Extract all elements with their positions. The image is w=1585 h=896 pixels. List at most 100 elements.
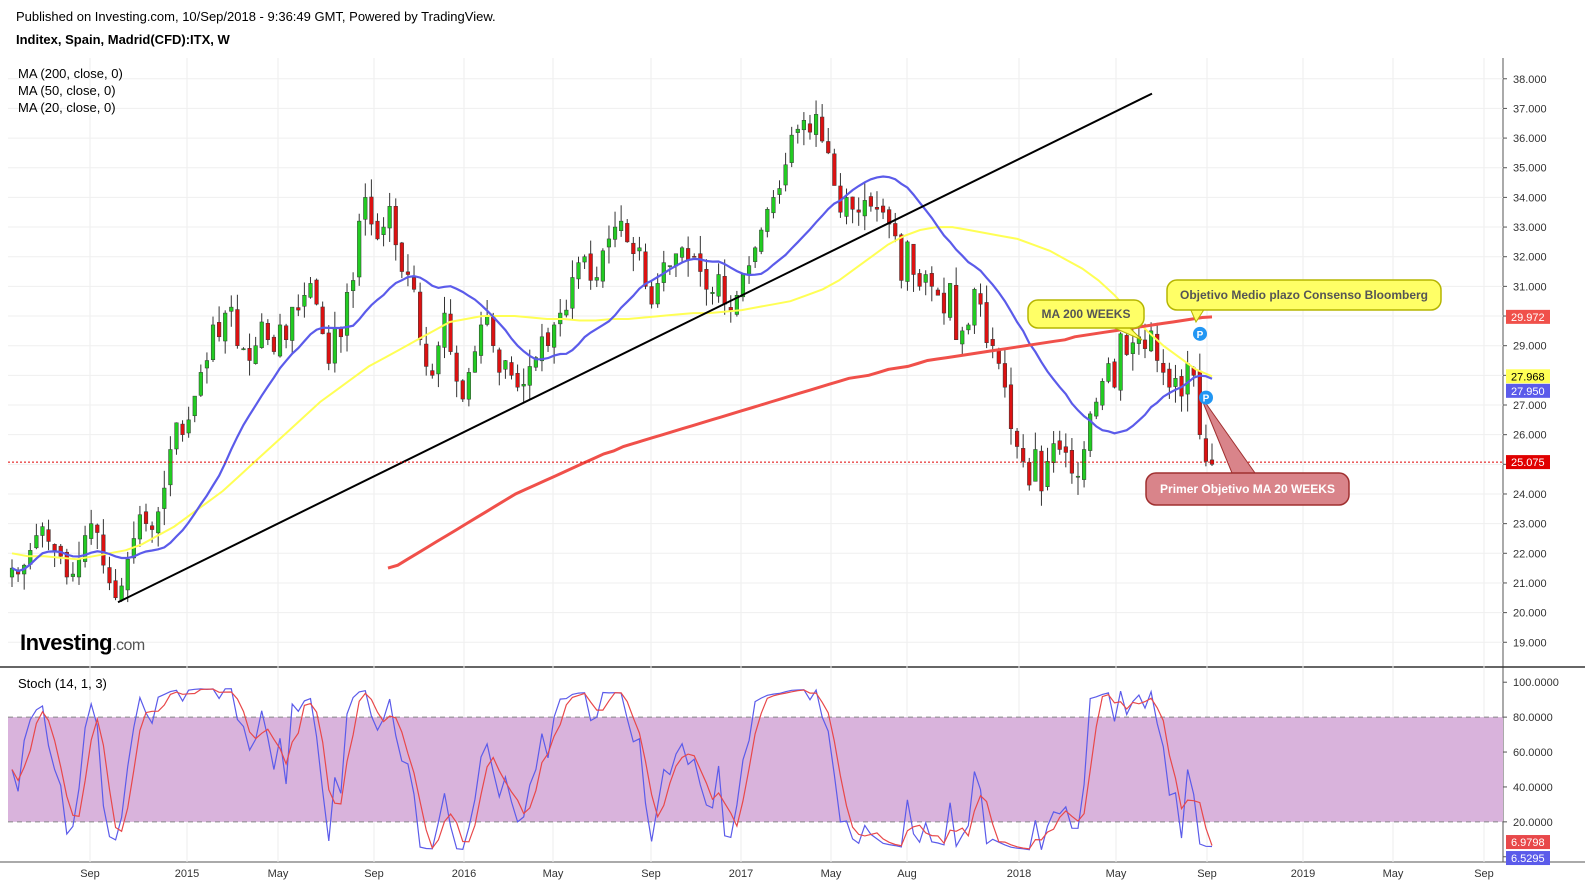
price-tick-label: 29.000 bbox=[1513, 341, 1547, 353]
legend-ma50[interactable]: MA (50, close, 0) bbox=[18, 83, 116, 98]
candle-body bbox=[472, 351, 478, 373]
target-callout-text: Primer Objetivo MA 20 WEEKS bbox=[1160, 482, 1335, 496]
candle-body bbox=[612, 226, 618, 240]
candle-body bbox=[1124, 335, 1129, 355]
badge-stoch-d-text: 6.9798 bbox=[1511, 837, 1545, 849]
candle-body bbox=[430, 370, 435, 376]
badge-stoch-k-bg bbox=[1506, 851, 1550, 866]
candle-body bbox=[960, 330, 965, 345]
candle-body bbox=[320, 306, 325, 335]
candle-body bbox=[850, 196, 855, 210]
x-tick-label: May bbox=[543, 868, 564, 880]
investing-logo: Investing.com bbox=[20, 630, 145, 656]
candle-body bbox=[296, 307, 301, 311]
candle-body bbox=[198, 372, 203, 396]
candle-body bbox=[832, 153, 837, 186]
candle-body bbox=[527, 366, 532, 386]
badge-ma200: 29.972 bbox=[1506, 309, 1550, 324]
candle-body bbox=[308, 283, 313, 298]
candle-body bbox=[369, 196, 374, 225]
candle-body bbox=[588, 253, 593, 281]
x-tick-label: May bbox=[1383, 868, 1404, 880]
x-tick-label: Aug bbox=[897, 868, 917, 880]
candle-body bbox=[1094, 401, 1099, 417]
legend-ma20[interactable]: MA (20, close, 0) bbox=[18, 100, 116, 115]
candle-body bbox=[40, 526, 45, 536]
candle-body bbox=[948, 283, 953, 318]
candle-body bbox=[156, 511, 161, 534]
p-marker-text: P bbox=[1197, 330, 1204, 341]
badge-ma20: 27.950 bbox=[1506, 383, 1550, 398]
candle-body bbox=[497, 349, 502, 373]
candle-body bbox=[801, 120, 806, 131]
candle-body bbox=[1149, 330, 1154, 352]
candle-body bbox=[247, 348, 252, 361]
candle-body bbox=[113, 580, 118, 599]
candle-body bbox=[777, 188, 782, 195]
candle-body bbox=[807, 123, 813, 133]
stoch-legend[interactable]: Stoch (14, 1, 3) bbox=[18, 676, 107, 691]
ma200-line bbox=[387, 315, 1213, 570]
candle-body bbox=[192, 395, 197, 417]
bloomberg-callout-box bbox=[1166, 279, 1442, 311]
candle-body bbox=[485, 315, 490, 325]
candle-body bbox=[34, 535, 39, 549]
stoch-tick-label: 40.0000 bbox=[1513, 782, 1553, 794]
p-marker-dot bbox=[1193, 326, 1207, 341]
symbol-title: Inditex, Spain, Madrid(CFD):ITX, W bbox=[16, 32, 230, 47]
stoch-tick-label: 20.0000 bbox=[1513, 817, 1553, 829]
candle-body bbox=[405, 271, 411, 275]
target-callout-tail bbox=[1199, 394, 1256, 474]
logo-main: Investing bbox=[20, 630, 113, 655]
candle-body bbox=[411, 277, 417, 290]
candle-body bbox=[253, 345, 258, 364]
target-callout-box bbox=[1145, 472, 1350, 506]
p-marker-text: P bbox=[1203, 394, 1210, 405]
candle-body bbox=[1203, 438, 1208, 462]
badge-stoch-k: 6.5295 bbox=[1506, 851, 1550, 866]
badge-last-bg bbox=[1506, 455, 1550, 470]
candle-body bbox=[582, 256, 587, 263]
x-tick-label: 2018 bbox=[1007, 868, 1031, 880]
candle-body bbox=[880, 205, 886, 213]
candle-body bbox=[856, 209, 861, 213]
candle-body bbox=[338, 328, 344, 338]
price-tick-label: 20.000 bbox=[1513, 608, 1547, 620]
candle-body bbox=[625, 223, 630, 243]
p-marker: P bbox=[1193, 326, 1207, 341]
candle-body bbox=[466, 372, 471, 400]
candle-body bbox=[46, 529, 51, 542]
candle-body bbox=[539, 336, 545, 362]
candle-body bbox=[515, 373, 520, 388]
price-tick-label: 35.000 bbox=[1513, 163, 1547, 175]
candle-body bbox=[862, 200, 867, 217]
candle-body bbox=[1118, 333, 1123, 391]
candle-body bbox=[990, 339, 995, 346]
candle-body bbox=[204, 360, 209, 369]
legend-ma200[interactable]: MA (200, close, 0) bbox=[18, 66, 123, 81]
candle-body bbox=[978, 293, 983, 305]
badge-ma20-text: 27.950 bbox=[1511, 386, 1545, 398]
candle-body bbox=[874, 207, 880, 210]
price-tick-label: 32.000 bbox=[1513, 252, 1547, 264]
stoch-tick-label: 100.0000 bbox=[1513, 677, 1559, 689]
candle-body bbox=[1173, 378, 1178, 387]
candle-body bbox=[52, 544, 57, 551]
x-tick-label: Sep bbox=[1197, 868, 1217, 880]
candle-body bbox=[1185, 363, 1190, 395]
bloomberg-callout-text: Objetivo Medio plazo Consenso Bloomberg bbox=[1180, 288, 1428, 302]
candle-body bbox=[868, 196, 873, 207]
candle-body bbox=[1100, 381, 1105, 406]
x-tick-label: Sep bbox=[641, 868, 661, 880]
candle-body bbox=[95, 524, 100, 533]
x-tick-label: 2015 bbox=[175, 868, 199, 880]
candle-body bbox=[344, 292, 350, 336]
candle-body bbox=[570, 277, 575, 309]
candle-body bbox=[954, 284, 959, 341]
candle-body bbox=[70, 573, 75, 577]
candle-body bbox=[107, 567, 112, 584]
candle-body bbox=[503, 360, 508, 370]
candle-body bbox=[210, 324, 216, 360]
candle-body bbox=[844, 197, 849, 217]
